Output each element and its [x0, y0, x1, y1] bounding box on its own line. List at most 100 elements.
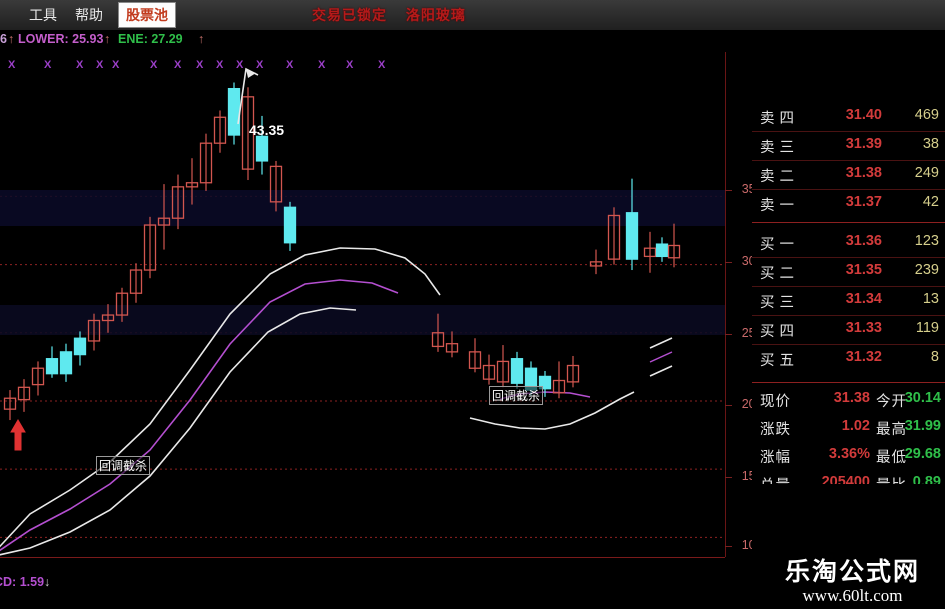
ask-label-3: 卖三 — [760, 140, 799, 156]
indicator-prefix: 6 — [0, 32, 7, 46]
peak-price-label: 43.35 — [249, 122, 285, 138]
bid-row-4[interactable]: 买四 31.33 119 — [752, 315, 945, 345]
candle-24 — [482, 354, 496, 385]
ask-row-1[interactable]: 卖一 31.37 42 — [752, 189, 945, 218]
ask-price-4: 31.40 — [845, 107, 882, 123]
ene-lower-line — [0, 307, 357, 556]
ene-seg-a — [649, 337, 673, 349]
candle-29 — [552, 361, 566, 399]
candle-21 — [431, 313, 445, 352]
ask-label-4: 卖四 — [760, 111, 799, 127]
bid-price-3: 31.34 — [845, 291, 882, 307]
candle-3 — [45, 346, 59, 378]
stat-label-low: 最低 — [876, 450, 907, 466]
ask-row-2[interactable]: 卖二 31.38 249 — [752, 160, 945, 190]
bid-label-3: 买三 — [760, 295, 799, 311]
candle-25 — [496, 345, 510, 388]
bid-volume-5: 8 — [930, 349, 939, 365]
bid-price-5: 31.32 — [845, 349, 882, 365]
bid-row-3[interactable]: 买三 31.34 13 — [752, 286, 945, 316]
indicator-arrow-up-1: ↑ — [8, 32, 15, 46]
order-book-panel[interactable]: 卖四 31.40 469 卖三 31.39 38 卖二 31.38 249 卖一… — [752, 52, 945, 609]
bid-stats-divider — [752, 382, 945, 383]
signal-x-marker-6: X — [174, 59, 182, 71]
candle-4 — [59, 343, 73, 382]
bid-price-4: 31.33 — [845, 320, 882, 336]
indicator-ene: ENE: 27.29 — [118, 32, 183, 46]
stat-row-total-volume: 总量 205400 量比 0.89 — [752, 470, 945, 484]
ene-seg-c — [649, 365, 673, 377]
macd-arrow-down: ↓ — [44, 575, 51, 589]
signal-x-marker-10: X — [256, 59, 264, 71]
bid-row-5[interactable]: 买五 31.32 8 — [752, 344, 945, 373]
menu-item-help[interactable]: 帮助 — [75, 7, 103, 23]
ene-upper-line — [0, 247, 441, 548]
candle-33 — [625, 178, 639, 271]
menu-bar: 工具 帮助 股票池 交易已锁定 洛阳玻璃 — [0, 0, 945, 31]
ene-seg-b — [649, 351, 673, 363]
askbid-divider — [752, 222, 945, 223]
macd-readout: CD: 1.59↓ — [0, 575, 50, 589]
stat-value-current-price: 31.38 — [833, 390, 870, 406]
ask-row-4[interactable]: 卖四 31.40 469 — [752, 102, 945, 132]
stat-label-change: 涨跌 — [760, 422, 791, 438]
candle-32 — [607, 207, 621, 265]
signal-x-marker-5: X — [150, 59, 158, 71]
candle-30 — [566, 355, 580, 388]
bid-volume-2: 239 — [914, 262, 939, 278]
ask-row-3[interactable]: 卖三 31.39 38 — [752, 131, 945, 161]
candle-23 — [468, 338, 482, 373]
annotation-pullback-kill-2: 回调截杀 — [489, 386, 544, 405]
candle-series — [3, 82, 681, 421]
stat-label-volume-ratio: 量比 — [876, 474, 907, 484]
candle-17 — [241, 87, 255, 181]
watermark: 乐淘公式网 www.60lt.com — [760, 552, 945, 606]
candle-19 — [269, 160, 283, 212]
indicator-strip: 6 ↑ LOWER: 25.93 ↑ ENE: 27.29 ↑ — [0, 30, 945, 52]
bid-volume-1: 123 — [914, 233, 939, 249]
candle-16 — [227, 82, 241, 145]
candle-28 — [538, 370, 552, 397]
watermark-site-name: 乐淘公式网 — [784, 557, 920, 586]
bid-row-2[interactable]: 买二 31.35 239 — [752, 257, 945, 287]
indicator-arrow-up-2: ↑ — [104, 32, 111, 46]
candle-13 — [185, 158, 199, 205]
ask-volume-4: 469 — [914, 107, 939, 123]
candle-9 — [129, 263, 143, 303]
candle-8 — [115, 287, 129, 322]
macd-value: CD: 1.59 — [0, 575, 45, 589]
signal-x-marker-3: X — [96, 59, 104, 71]
stat-value-change-pct: 3.36% — [828, 446, 870, 462]
menu-item-stock-pool[interactable]: 股票池 — [118, 2, 176, 28]
locked-text: 交易已锁定 — [312, 7, 387, 23]
candle-31 — [589, 249, 603, 275]
signal-x-marker-4: X — [112, 59, 120, 71]
ask-price-2: 31.38 — [845, 165, 882, 181]
candle-15 — [213, 110, 227, 153]
bid-label-5: 买五 — [760, 353, 799, 369]
bid-row-1[interactable]: 买一 31.36 123 — [752, 228, 945, 258]
ask-volume-2: 249 — [914, 165, 939, 181]
bid-label-2: 买二 — [760, 266, 799, 282]
macd-pane[interactable]: CD: 1.59↓ — [0, 557, 725, 609]
stat-value-open: 30.14 — [904, 390, 941, 406]
signal-x-marker-14: X — [378, 59, 386, 71]
ask-price-3: 31.39 — [845, 136, 882, 152]
ask-volume-3: 38 — [922, 136, 939, 152]
trade-locked-status: 交易已锁定 洛阳玻璃 — [312, 5, 466, 25]
signal-x-marker-1: X — [44, 59, 52, 71]
menu-item-tools[interactable]: 工具 — [29, 7, 57, 23]
bid-label-1: 买一 — [760, 237, 799, 253]
stat-label-open: 今开 — [876, 394, 907, 410]
ene-mid-line — [0, 279, 399, 552]
candle-0 — [3, 390, 17, 421]
bid-price-2: 31.35 — [845, 262, 882, 278]
candle-2 — [31, 361, 45, 396]
indicator-arrow-up-3: ↑ — [198, 32, 205, 46]
stat-value-volume-ratio: 0.89 — [912, 474, 941, 484]
bid-volume-3: 13 — [922, 291, 939, 307]
indicator-lower: LOWER: 25.93 — [18, 32, 104, 46]
